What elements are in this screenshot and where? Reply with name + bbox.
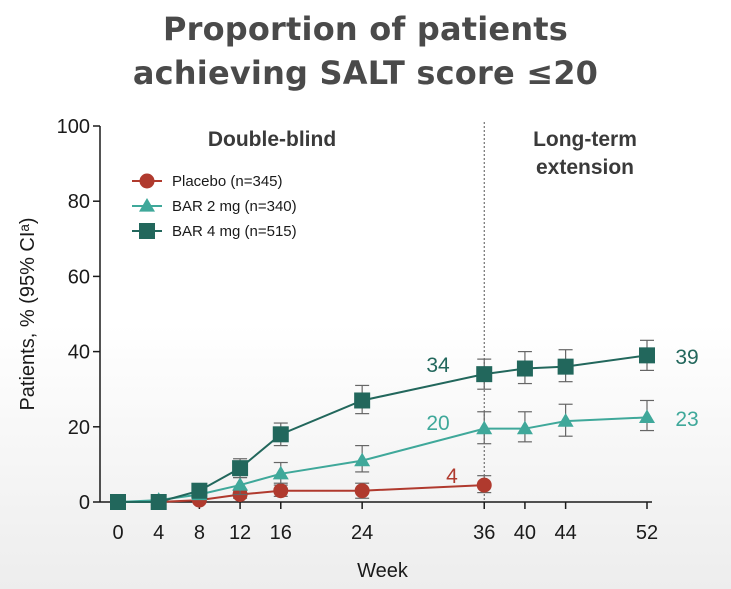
x-tick-label: 16 [270,522,292,544]
legend-label-bar4: BAR 4 mg (n=515) [172,223,297,240]
y-axis-label: Patients, % (95% CIᵃ) [17,217,39,410]
data-point-bar2 [272,465,289,480]
data-point-bar2 [354,452,371,467]
series-line-placebo [118,484,485,503]
data-label-placebo-36: 4 [446,465,458,488]
data-label-bar4-52: 39 [675,346,698,369]
data-point-bar4 [110,494,126,510]
data-point-bar2 [476,420,493,435]
y-tick-label: 0 [79,492,90,514]
x-tick-label: 36 [473,522,495,544]
data-point-placebo [273,483,289,499]
x-tick-label: 40 [514,522,536,544]
phase-label-long-term: Long-term [533,128,637,151]
legend-marker-bar2 [139,198,155,212]
data-point-bar2 [516,420,533,435]
data-point-bar4 [354,392,371,409]
legend-marker-bar4 [139,223,155,239]
y-tick-label: 40 [68,342,90,364]
chart-title-line-1: Proportion of patients [162,10,569,48]
data-point-bar2 [232,477,249,491]
phase-label-double-blind: Double-blind [208,128,336,151]
data-point-bar2 [557,413,574,427]
x-tick-label: 0 [112,522,123,544]
data-point-bar4 [150,494,167,510]
y-tick-label: 80 [68,191,90,213]
data-point-bar4 [232,460,249,477]
data-label-bar4-36: 34 [426,354,450,377]
data-label-bar2-36: 20 [426,412,449,435]
legend-label-placebo: Placebo (n=345) [172,173,283,190]
data-point-placebo [354,483,370,499]
x-tick-label: 52 [636,522,658,544]
x-tick-label: 4 [153,522,164,544]
x-tick-label: 8 [194,522,205,544]
data-point-bar4 [516,360,533,377]
data-point-bar4 [191,482,208,499]
data-point-bar4 [476,366,493,383]
phase-label-extension: extension [536,156,634,179]
legend-label-bar2: BAR 2 mg (n=340) [172,198,297,215]
x-tick-label: 24 [351,522,373,544]
y-tick-label: 100 [57,116,90,138]
series-line-bar4 [118,354,648,503]
data-point-placebo [476,477,492,493]
x-axis-label: Week [357,560,409,582]
x-tick-label: 12 [229,522,251,544]
data-point-bar2 [639,409,655,423]
chart-title-line-2: achieving SALT score ≤20 [132,54,599,92]
data-point-bar4 [639,347,655,364]
data-label-bar2-52: 23 [675,408,698,431]
data-point-bar4 [557,358,574,375]
y-tick-label: 20 [68,417,90,439]
x-tick-label: 44 [554,522,576,544]
data-point-bar4 [272,426,289,443]
legend-marker-placebo [139,173,155,189]
y-tick-label: 60 [68,266,90,288]
